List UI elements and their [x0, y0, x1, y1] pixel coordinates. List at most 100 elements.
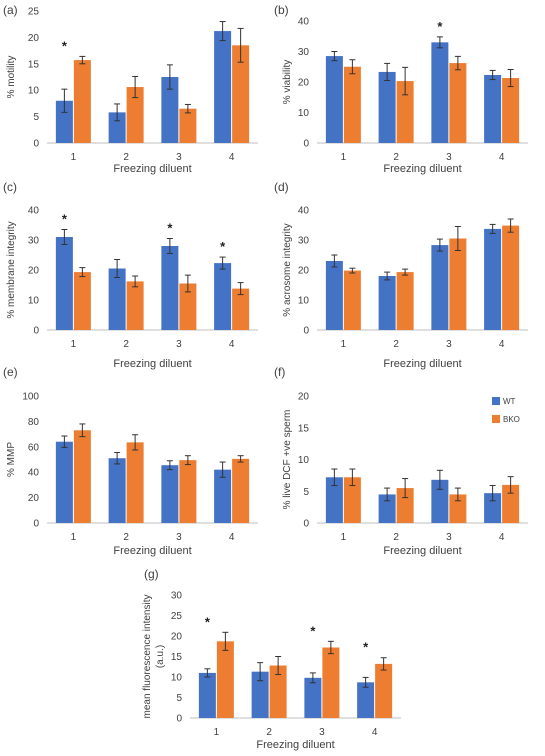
- bar-wt-3: [431, 245, 449, 330]
- bar-wt-4: [214, 31, 232, 144]
- bar-wt-3: [161, 77, 179, 143]
- significance-marker: *: [62, 38, 68, 53]
- y-axis-title: mean fluorescence intensity (a.u.): [142, 595, 166, 719]
- bar-bko-4: [502, 78, 520, 143]
- y-tick-label: 40: [298, 17, 310, 28]
- y-tick-label: 40: [28, 468, 40, 479]
- bar-bko-1: [73, 430, 91, 523]
- bar-bko-1: [343, 477, 361, 523]
- bar-wt-1: [55, 237, 73, 330]
- x-tick-label: 3: [319, 727, 325, 738]
- x-tick-label: 4: [499, 152, 505, 163]
- y-tick-label: 0: [33, 519, 39, 530]
- panel-g: (g) 0 5 10 15 20 25 30 1 2 3 4 Freezing diluent mean …: [142, 567, 401, 751]
- y-tick-label: 15: [298, 423, 310, 434]
- bar-wt-2: [108, 458, 126, 523]
- panel-label: (d): [274, 180, 289, 194]
- bar-bko-1: [343, 66, 361, 143]
- y-tick-label: 100: [22, 392, 39, 403]
- y-tick-label: 20: [28, 266, 40, 277]
- legend-label: WT: [503, 397, 516, 406]
- x-tick-label: 2: [393, 152, 399, 163]
- bar-bko-3: [179, 108, 197, 143]
- y-tick-label: 0: [33, 139, 39, 150]
- x-tick-label: 1: [71, 152, 77, 163]
- bar-wt-4: [484, 74, 502, 143]
- x-tick-label: 2: [123, 532, 129, 543]
- bar-bko-1: [343, 270, 361, 330]
- y-axis-title: % acrosome integrity: [282, 223, 293, 316]
- bar-wt-1: [55, 100, 73, 143]
- y-axis-title-line1: mean fluorescence intensity: [142, 595, 153, 719]
- y-tick-label: 5: [33, 112, 39, 123]
- panel-label: (c): [3, 180, 17, 194]
- y-axis-title: % motility: [6, 56, 17, 99]
- bar-bko-2: [396, 81, 414, 143]
- panel-e: (e) 0 20 40 60 80 100 1 2 3 4 Freezing diluent % MMP: [3, 365, 258, 557]
- y-tick-label: 25: [171, 611, 183, 622]
- y-axis-title: % live DCF +ve sperm: [282, 410, 293, 510]
- x-tick-label: 3: [446, 152, 452, 163]
- x-tick-label: 2: [123, 339, 129, 350]
- y-tick-label: 25: [28, 7, 40, 18]
- y-tick-label: 20: [298, 392, 310, 403]
- x-tick-label: 1: [341, 339, 347, 350]
- panel-label: (f): [274, 365, 285, 379]
- bar-wt-3: [161, 246, 179, 330]
- bar-wt-2: [378, 494, 396, 523]
- panel-label: (g): [144, 567, 159, 581]
- y-tick-label: 5: [176, 693, 182, 704]
- y-tick-label: 20: [171, 632, 183, 643]
- x-axis-title: Freezing diluent: [113, 163, 191, 175]
- x-tick-label: 3: [446, 532, 452, 543]
- x-tick-label: 1: [214, 727, 220, 738]
- legend: WT BKO: [492, 397, 520, 424]
- x-tick-label: 3: [176, 152, 182, 163]
- x-tick-label: 2: [393, 532, 399, 543]
- y-tick-label: 30: [298, 47, 310, 58]
- y-axis-title: % membrane integrity: [6, 221, 17, 318]
- bar-wt-3: [431, 42, 449, 143]
- y-tick-label: 10: [28, 296, 40, 307]
- x-tick-label: 4: [229, 532, 235, 543]
- significance-marker: *: [310, 623, 316, 638]
- bar-bko-3: [449, 63, 467, 144]
- bar-bko-2: [396, 488, 414, 523]
- x-axis-title: Freezing diluent: [383, 358, 461, 370]
- bar-wt-4: [484, 228, 502, 330]
- bar-bko-4: [232, 288, 250, 330]
- y-axis-title: % MMP: [6, 442, 17, 477]
- legend-swatch-wt: [492, 397, 500, 405]
- x-tick-label: 3: [176, 532, 182, 543]
- bar-bko-1: [216, 641, 234, 718]
- x-axis-title: Freezing diluent: [113, 545, 191, 557]
- x-axis-title: Freezing diluent: [113, 358, 191, 370]
- bar-bko-4: [232, 45, 250, 143]
- y-tick-label: 80: [28, 417, 40, 428]
- y-tick-label: 30: [28, 236, 40, 247]
- bar-bko-3: [179, 283, 197, 330]
- bar-bko-2: [126, 281, 144, 330]
- panel-a: (a) 0 5 10 15 20 25 1 2 3 4 Freezing diluent % motil…: [3, 3, 258, 175]
- bar-bko-3: [179, 460, 197, 523]
- bar-bko-3: [322, 647, 340, 718]
- bar-bko-2: [269, 665, 287, 718]
- bar-bko-4: [232, 458, 250, 523]
- bar-wt-1: [198, 672, 216, 718]
- y-tick-label: 10: [298, 296, 310, 307]
- y-tick-label: 10: [298, 455, 310, 466]
- bar-wt-3: [431, 479, 449, 523]
- y-tick-label: 10: [28, 86, 40, 97]
- y-tick-label: 0: [33, 326, 39, 337]
- panel-f: (f) 0 5 10 15 20 1 2 3 4 Freezing diluent % live DC…: [274, 365, 528, 557]
- x-tick-label: 4: [229, 152, 235, 163]
- panel-label: (a): [3, 3, 18, 17]
- bar-wt-2: [251, 671, 269, 718]
- significance-marker: *: [167, 221, 173, 236]
- y-tick-label: 10: [171, 673, 183, 684]
- bar-bko-2: [126, 442, 144, 523]
- y-tick-label: 20: [298, 78, 310, 89]
- x-axis-title: Freezing diluent: [383, 163, 461, 175]
- x-tick-label: 3: [446, 339, 452, 350]
